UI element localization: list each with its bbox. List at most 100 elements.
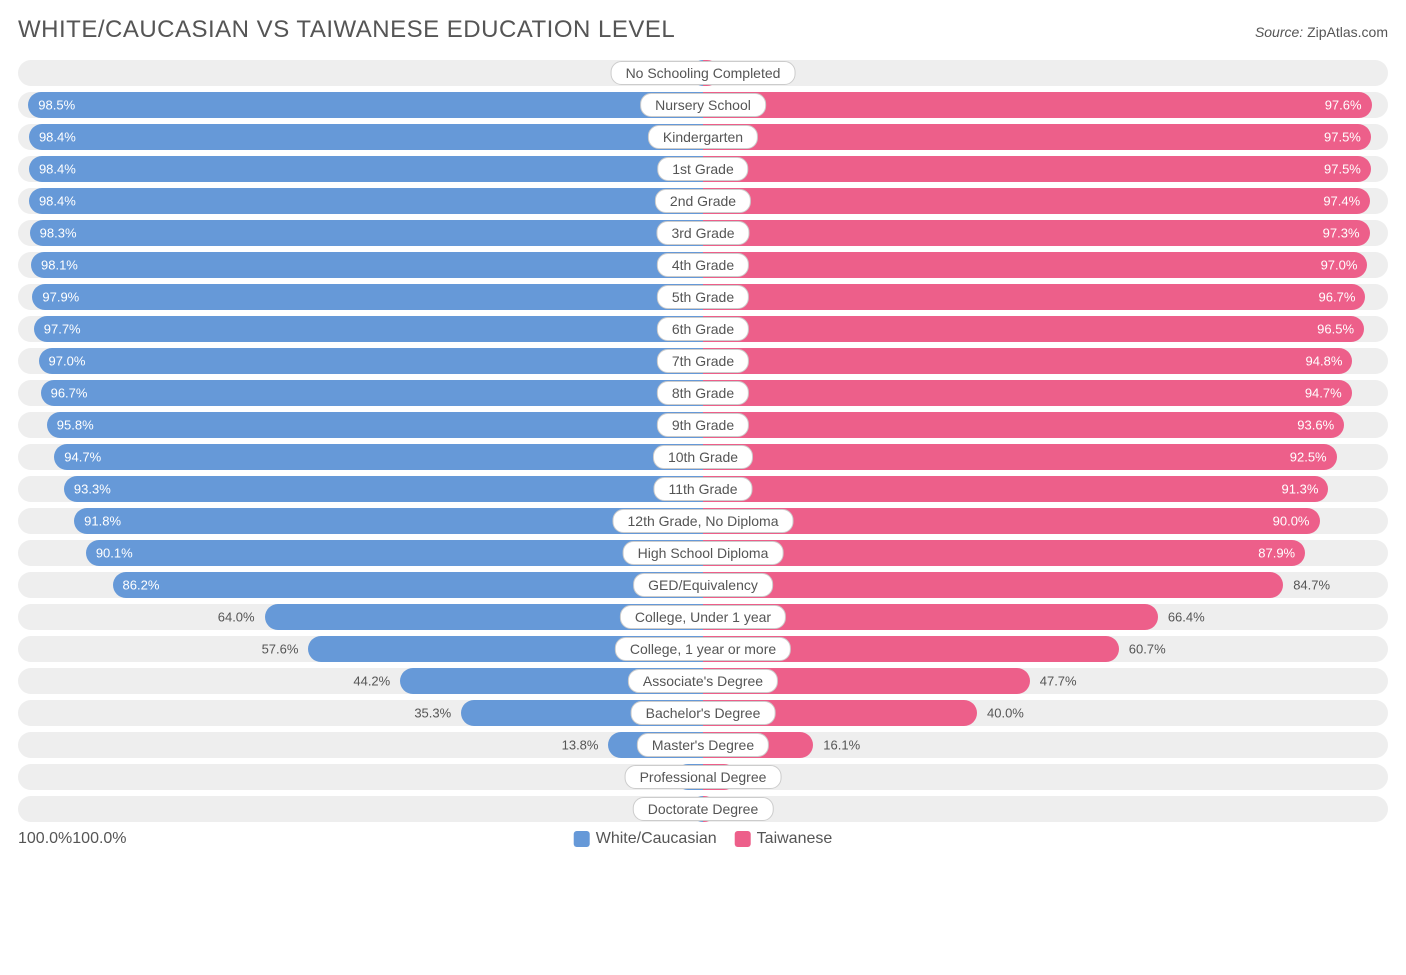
bar-right	[703, 476, 1328, 502]
chart-row: 98.3%97.3%3rd Grade	[18, 220, 1388, 246]
value-right: 94.8%	[1306, 354, 1353, 369]
chart-row: 98.4%97.5%1st Grade	[18, 156, 1388, 182]
value-right: 96.5%	[1317, 322, 1364, 337]
value-right: 91.3%	[1282, 482, 1329, 497]
value-left: 35.3%	[414, 706, 461, 721]
bar-right	[703, 92, 1372, 118]
bar-left	[86, 540, 703, 566]
bar-left	[74, 508, 703, 534]
chart-row: 93.3% 91.3% 11th Grade	[18, 476, 1388, 502]
category-label: 7th Grade	[657, 349, 749, 373]
category-label: 5th Grade	[657, 285, 749, 309]
chart-row: 35.3% 40.0% Bachelor's Degree	[18, 700, 1388, 726]
value-right: 96.7%	[1319, 290, 1366, 305]
category-label: 11th Grade	[653, 477, 752, 501]
bar-right	[703, 508, 1320, 534]
chart-row: 44.2%47.7%Associate's Degree	[18, 668, 1388, 694]
chart-row: 97.7% 96.5% 6th Grade	[18, 316, 1388, 342]
legend-swatch-right	[735, 831, 751, 847]
chart-row: 64.0%66.4%College, Under 1 year	[18, 604, 1388, 630]
bar-right	[703, 316, 1364, 342]
legend-item-left: White/Caucasian	[574, 830, 717, 848]
category-label: 3rd Grade	[656, 221, 749, 245]
chart-row: 86.2%84.7%GED/Equivalency	[18, 572, 1388, 598]
category-label: No Schooling Completed	[611, 61, 796, 85]
chart-row: 98.5% 97.6% Nursery School	[18, 92, 1388, 118]
value-right: 94.7%	[1305, 386, 1352, 401]
category-label: College, Under 1 year	[620, 605, 786, 629]
bar-right	[703, 572, 1283, 598]
category-label: High School Diploma	[623, 541, 784, 565]
value-left: 93.3%	[64, 482, 111, 497]
category-label: Master's Degree	[637, 733, 769, 757]
value-left: 94.7%	[54, 450, 101, 465]
chart-row: 91.8%90.0%12th Grade, No Diploma	[18, 508, 1388, 534]
value-right: 92.5%	[1290, 450, 1337, 465]
category-label: Professional Degree	[625, 765, 782, 789]
value-right: 97.6%	[1325, 98, 1372, 113]
chart-footer: 100.0% White/Caucasian Taiwanese 100.0%	[18, 828, 1388, 850]
bar-left	[32, 284, 703, 310]
legend-item-right: Taiwanese	[735, 830, 833, 848]
chart-row: 94.7%92.5%10th Grade	[18, 444, 1388, 470]
value-left: 96.7%	[41, 386, 88, 401]
chart-title: WHITE/CAUCASIAN VS TAIWANESE EDUCATION L…	[18, 16, 675, 44]
value-left: 97.9%	[32, 290, 79, 305]
category-label: 6th Grade	[657, 317, 749, 341]
value-right: 97.5%	[1324, 130, 1371, 145]
chart-row: 4.1%5.0%Professional Degree	[18, 764, 1388, 790]
bar-right	[703, 188, 1370, 214]
category-label: Bachelor's Degree	[631, 701, 776, 725]
bar-left	[64, 476, 703, 502]
value-left: 98.4%	[29, 194, 76, 209]
value-left: 98.5%	[28, 98, 75, 113]
bar-right	[703, 380, 1352, 406]
value-right: 97.3%	[1323, 226, 1370, 241]
value-right: 87.9%	[1258, 546, 1305, 561]
legend: White/Caucasian Taiwanese	[574, 830, 833, 848]
category-label: GED/Equivalency	[633, 573, 773, 597]
category-label: 12th Grade, No Diploma	[613, 509, 794, 533]
bar-right	[703, 540, 1305, 566]
bar-left	[29, 124, 703, 150]
bar-right	[703, 156, 1371, 182]
category-label: 2nd Grade	[655, 189, 751, 213]
source-attribution: Source: ZipAtlas.com	[1255, 24, 1388, 40]
value-right: 90.0%	[1273, 514, 1320, 529]
bar-right	[703, 220, 1370, 246]
chart-row: 13.8% 16.1% Master's Degree	[18, 732, 1388, 758]
legend-swatch-left	[574, 831, 590, 847]
chart-row: 96.7%94.7%8th Grade	[18, 380, 1388, 406]
chart-row: 1.6%2.5%No Schooling Completed	[18, 60, 1388, 86]
value-left: 97.7%	[34, 322, 81, 337]
bar-right	[703, 284, 1365, 310]
value-left: 95.8%	[47, 418, 94, 433]
category-label: Kindergarten	[648, 125, 758, 149]
category-label: Nursery School	[640, 93, 766, 117]
category-label: Doctorate Degree	[633, 797, 774, 821]
value-right: 66.4%	[1158, 610, 1205, 625]
chart-row: 97.9% 96.7% 5th Grade	[18, 284, 1388, 310]
bar-left	[29, 188, 703, 214]
value-left: 13.8%	[562, 738, 609, 753]
value-right: 47.7%	[1030, 674, 1077, 689]
chart-row: 98.4%97.5%Kindergarten	[18, 124, 1388, 150]
bar-right	[703, 412, 1344, 438]
value-left: 90.1%	[86, 546, 133, 561]
header: WHITE/CAUCASIAN VS TAIWANESE EDUCATION L…	[18, 16, 1388, 44]
bar-left	[28, 92, 703, 118]
value-left: 97.0%	[39, 354, 86, 369]
legend-label-right: Taiwanese	[757, 830, 833, 848]
bar-right	[703, 444, 1337, 470]
chart-row: 90.1% 87.9% High School Diploma	[18, 540, 1388, 566]
diverging-bar-chart: 1.6%2.5%No Schooling Completed 98.5% 97.6%…	[18, 60, 1388, 822]
value-right: 40.0%	[977, 706, 1024, 721]
source-value: ZipAtlas.com	[1307, 24, 1388, 40]
bar-right	[703, 124, 1371, 150]
chart-row: 1.8%2.1%Doctorate Degree	[18, 796, 1388, 822]
value-right: 16.1%	[813, 738, 860, 753]
bar-left	[41, 380, 703, 406]
bar-left	[54, 444, 703, 470]
category-label: 1st Grade	[657, 157, 748, 181]
value-right: 97.5%	[1324, 162, 1371, 177]
